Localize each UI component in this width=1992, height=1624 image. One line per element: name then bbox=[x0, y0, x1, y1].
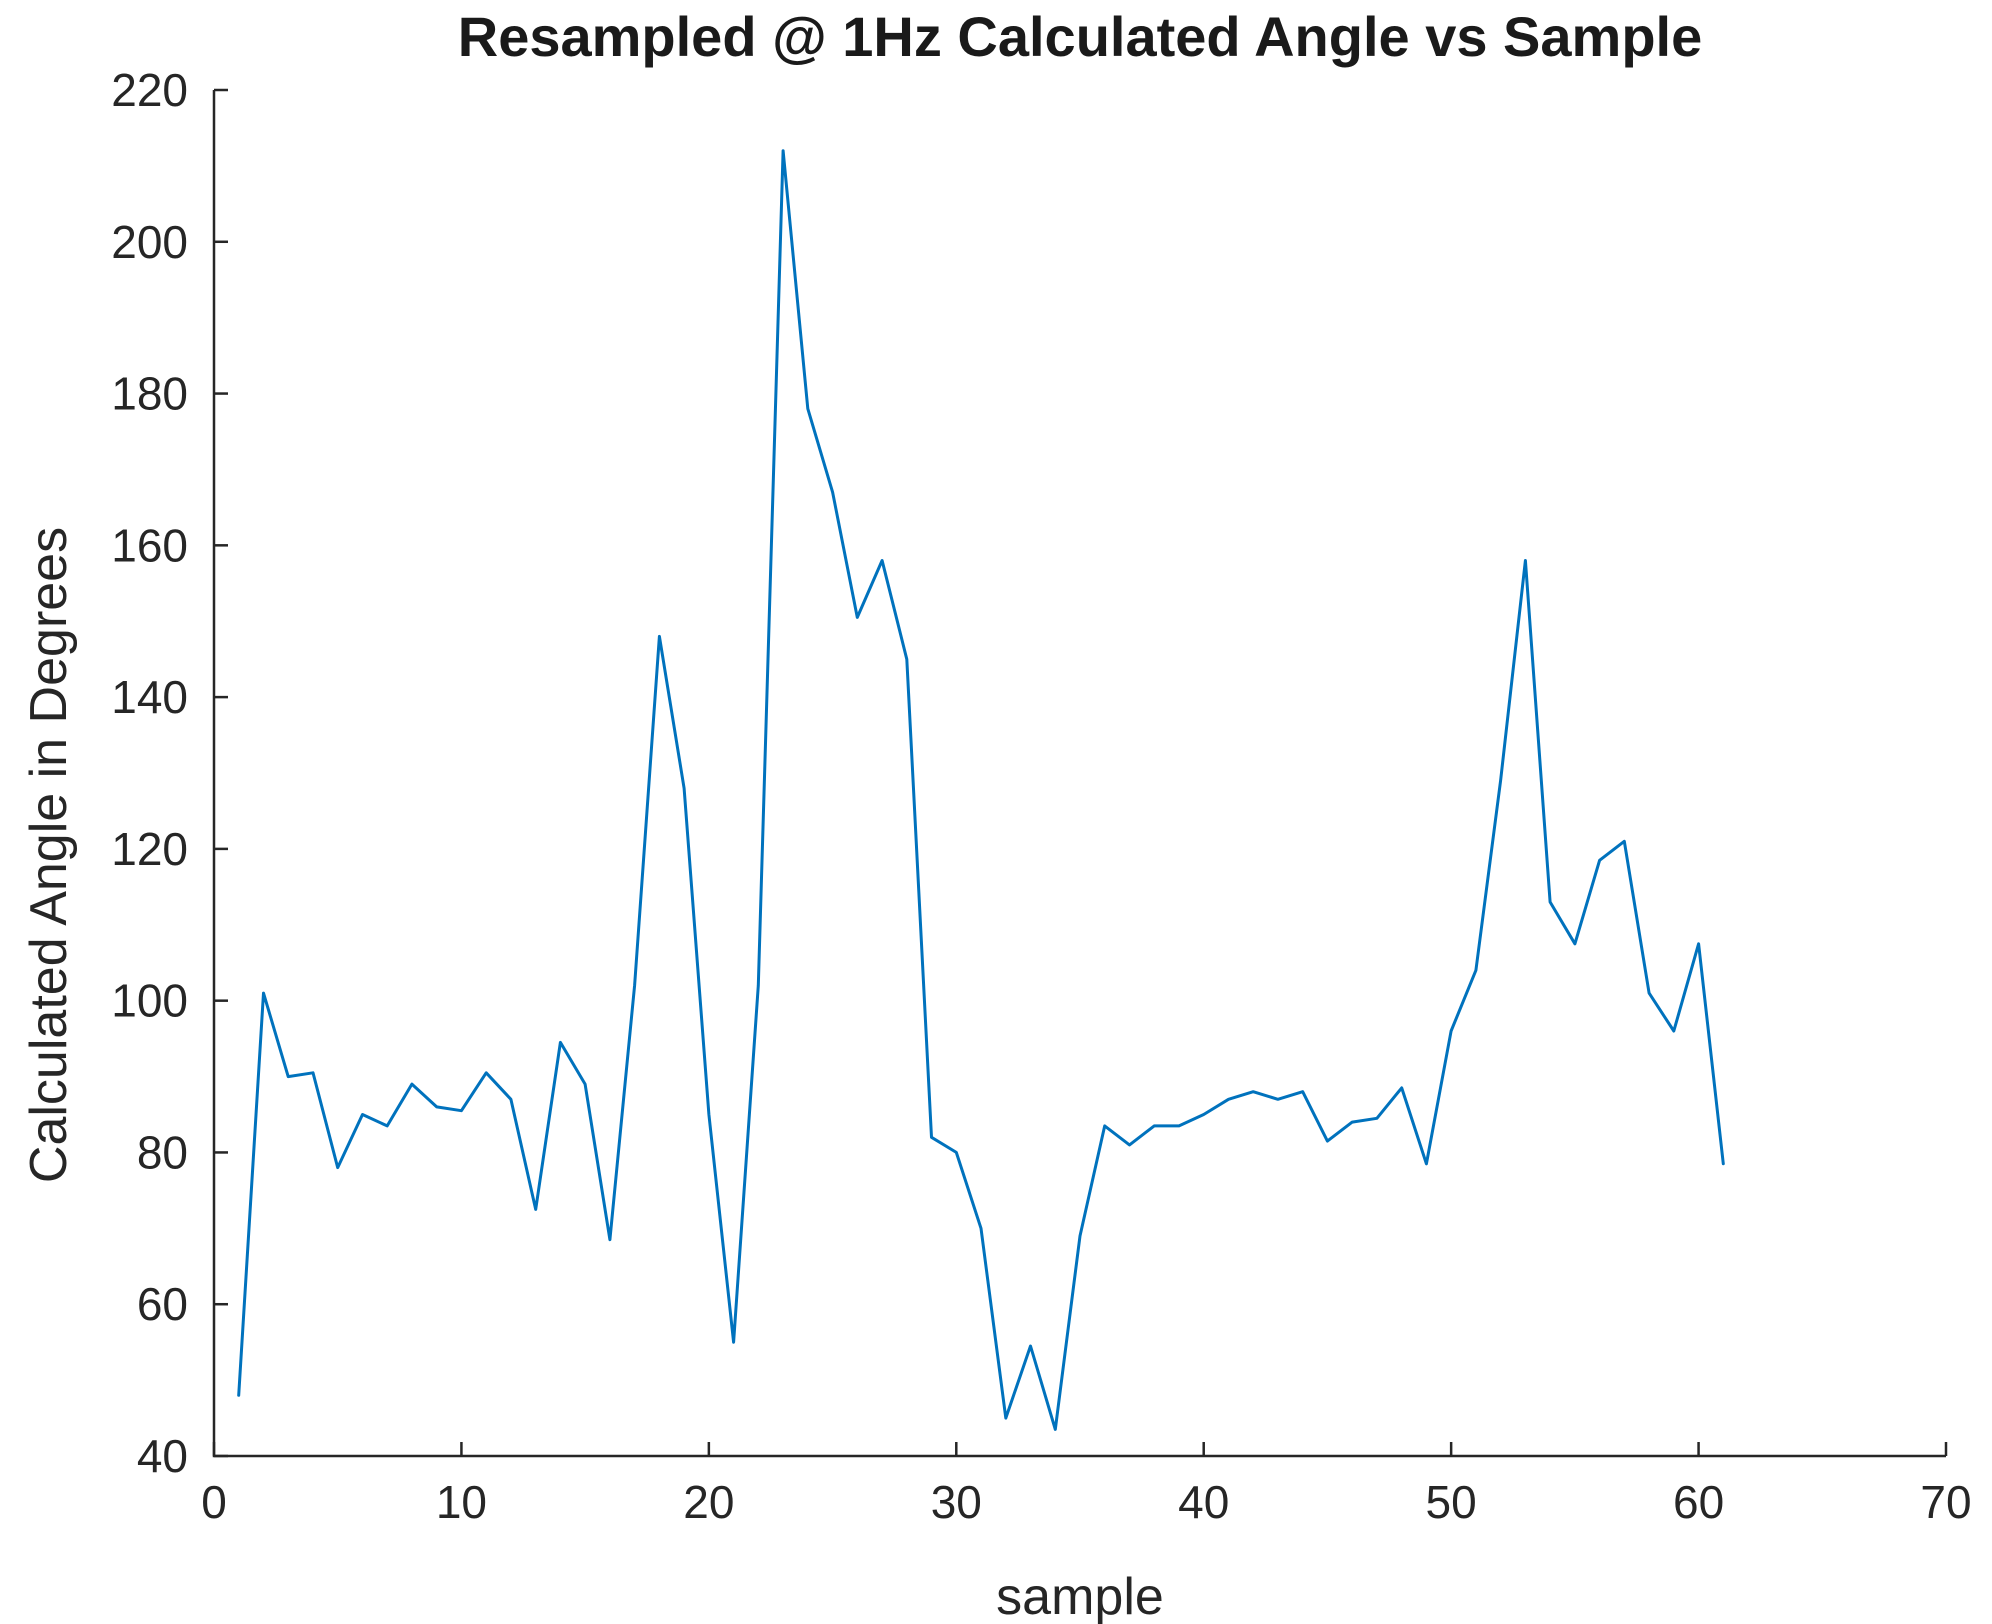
y-tick-label: 180 bbox=[111, 368, 188, 420]
y-axis-ticks: 40 60 80 100 120 140 160 180 200 220 bbox=[111, 64, 228, 1482]
y-axis-label: Calculated Angle in Degrees bbox=[20, 527, 78, 1183]
y-tick-label: 40 bbox=[137, 1430, 188, 1482]
y-tick-label: 120 bbox=[111, 823, 188, 875]
y-tick-label: 100 bbox=[111, 975, 188, 1027]
x-tick-label: 40 bbox=[1178, 1476, 1229, 1528]
x-tick-label: 50 bbox=[1426, 1476, 1477, 1528]
axes-box bbox=[212, 90, 1946, 1458]
x-tick-label: 20 bbox=[683, 1476, 734, 1528]
y-tick-label: 140 bbox=[111, 671, 188, 723]
y-tick-label: 200 bbox=[111, 216, 188, 268]
x-axis-ticks: 0 10 20 30 40 50 60 70 bbox=[201, 1442, 1972, 1528]
x-tick-label: 30 bbox=[931, 1476, 982, 1528]
series-line bbox=[237, 149, 1725, 1431]
y-tick-label: 220 bbox=[111, 64, 188, 116]
x-tick-label: 0 bbox=[201, 1476, 227, 1528]
x-tick-label: 60 bbox=[1673, 1476, 1724, 1528]
y-tick-label: 160 bbox=[111, 519, 188, 571]
x-axis-label: sample bbox=[996, 1568, 1164, 1624]
y-tick-label: 60 bbox=[137, 1278, 188, 1330]
y-tick-label: 80 bbox=[137, 1126, 188, 1178]
x-tick-label: 10 bbox=[436, 1476, 487, 1528]
x-tick-label: 70 bbox=[1920, 1476, 1971, 1528]
chart-title: Resampled @ 1Hz Calculated Angle vs Samp… bbox=[458, 5, 1703, 68]
